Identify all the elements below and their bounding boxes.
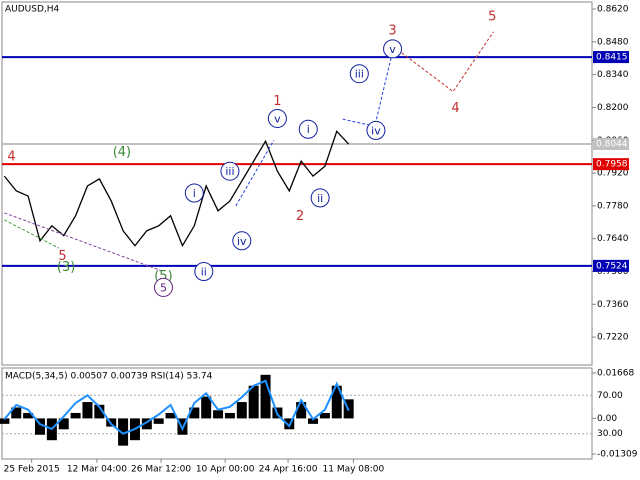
x-tick-label: 24 Apr 16:00 [259, 465, 318, 475]
macd-bar [23, 412, 34, 419]
macd-bar [260, 374, 271, 419]
wave-circle [267, 108, 287, 128]
level-label: 0.7958 [596, 160, 628, 170]
projection-line [342, 46, 395, 127]
wave-label: 3 [388, 23, 396, 38]
wave-label: i [193, 187, 196, 200]
y-tick-label: 0.7640 [597, 234, 629, 244]
y-tick-label: 0.8340 [597, 70, 629, 80]
rsi-line [3, 379, 350, 435]
wave-circle [220, 161, 240, 181]
y-tick-label: 0.7220 [597, 333, 629, 343]
level-label: 0.7524 [596, 261, 628, 271]
macd-bar [118, 418, 129, 446]
wave-label: iii [225, 165, 234, 178]
wave-label: 2 [296, 209, 304, 224]
macd-bar [11, 407, 22, 419]
wave-label: iii [355, 68, 364, 81]
wave-label: (3) [57, 260, 75, 275]
macd-bar [165, 412, 176, 419]
macd-bar [308, 418, 319, 424]
projection-line [393, 31, 494, 93]
wave-circle [153, 277, 173, 297]
macd-bar [213, 410, 224, 419]
level-label: 0.8044 [596, 140, 628, 150]
macd-bar [236, 402, 247, 419]
x-tick-label: 25 Feb 2015 [4, 465, 60, 475]
x-tick-label: 12 Mar 04:00 [67, 465, 127, 475]
macd-bar [0, 418, 10, 424]
y2-tick-label: 30.00 [597, 429, 623, 439]
x-tick-label: 26 Mar 12:00 [131, 465, 191, 475]
x-tick-label: 11 May 08:00 [323, 465, 385, 475]
projection-line [235, 140, 275, 207]
macd-bar [319, 412, 330, 419]
wave-circle [184, 183, 204, 203]
wave-circle [194, 261, 214, 281]
wave-label: ii [201, 265, 207, 278]
wave-label: ii [317, 192, 323, 205]
level-label-bg [593, 158, 629, 171]
macd-bar [296, 402, 307, 419]
wave-circle [310, 188, 330, 208]
y-tick-label: 0.01668 [597, 368, 634, 378]
chart-title: AUDUSD,H4 [5, 5, 60, 15]
wave-circle [298, 119, 318, 139]
y-tick-label: 0.8200 [597, 103, 629, 113]
indicator-title: MACD(5,34,5) 0.00507 0.00739 RSI(14) 53.… [5, 372, 213, 382]
y-tick-label: 0.7780 [597, 201, 629, 211]
wave-circle [349, 64, 369, 84]
indicator-frame [1, 367, 593, 460]
wave-label: 4 [7, 150, 15, 165]
wave-label: iv [371, 124, 381, 137]
price-frame [1, 1, 593, 366]
wave-label: 1 [273, 94, 281, 109]
macd-bar [34, 418, 45, 435]
wave-label: v [274, 112, 281, 125]
wave-label: 4 [451, 101, 459, 116]
y-tick-label: 0.8620 [597, 5, 629, 15]
wave-label: 5 [160, 281, 167, 294]
level-label-bg [593, 259, 629, 272]
macd-bar [153, 418, 164, 424]
wave-label: 5 [58, 249, 66, 264]
macd-bar [248, 385, 259, 419]
price-line [3, 130, 350, 248]
projection-line [4, 219, 60, 249]
macd-bar [70, 412, 81, 419]
y-tick-label: -0.01309 [597, 450, 638, 460]
y-tick-label: 0.7500 [597, 267, 629, 277]
projection-line [4, 212, 164, 272]
macd-bar [201, 396, 212, 419]
macd-bar [189, 407, 200, 419]
wave-circle [232, 231, 252, 251]
wave-label: i [307, 123, 310, 136]
y2-tick-label: 70.00 [597, 391, 623, 401]
y-tick-label: 0.8480 [597, 37, 629, 47]
y-tick-label: 0.7360 [597, 300, 629, 310]
wave-label: iv [237, 235, 247, 248]
level-label-bg [593, 51, 629, 64]
x-tick-label: 10 Apr 00:00 [196, 465, 255, 475]
macd-bar [58, 418, 69, 430]
wave-label: (4) [113, 145, 131, 160]
level-label-bg [593, 138, 629, 151]
wave-circle [383, 39, 403, 59]
wave-label: 5 [488, 10, 496, 25]
macd-bar [141, 418, 152, 430]
level-label: 0.8415 [596, 53, 628, 63]
wave-circle [366, 120, 386, 140]
y-tick-label: 0.7920 [597, 169, 629, 179]
macd-bar [224, 412, 235, 419]
macd-bar [94, 404, 105, 419]
macd-bar [331, 385, 342, 419]
wave-label: v [389, 43, 396, 56]
y-tick-label: 0.00 [597, 414, 617, 424]
macd-bar [82, 402, 93, 419]
